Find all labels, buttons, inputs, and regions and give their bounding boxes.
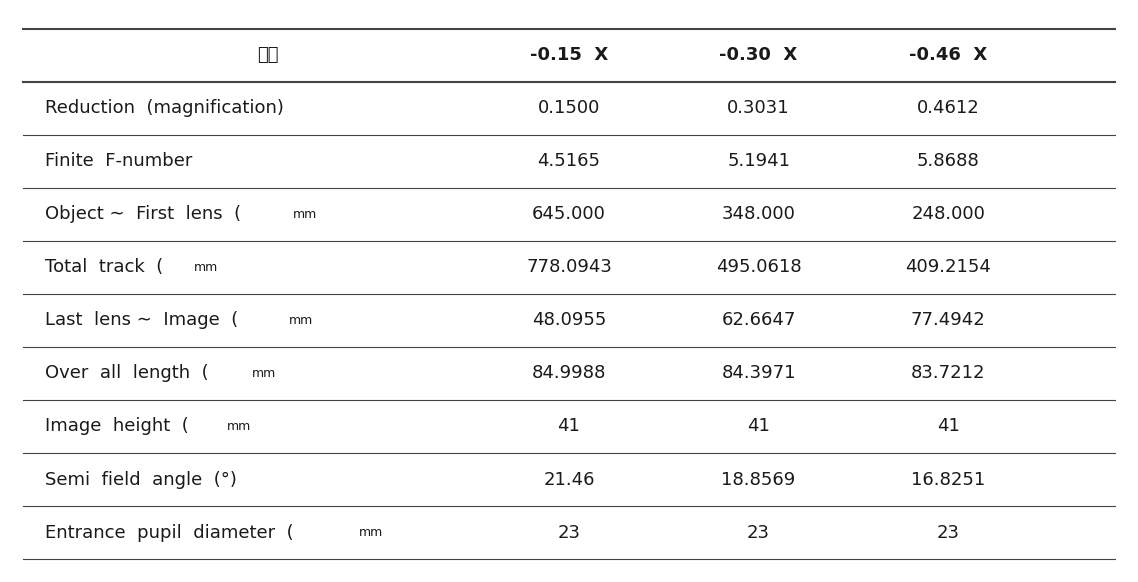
Text: 0.4612: 0.4612 (917, 99, 980, 117)
Text: 48.0955: 48.0955 (531, 311, 607, 329)
Text: mm: mm (292, 208, 318, 221)
Text: 41: 41 (937, 417, 959, 435)
Text: Finite  F-number: Finite F-number (44, 152, 192, 171)
Text: 0.1500: 0.1500 (538, 99, 600, 117)
Text: Semi  field  angle  (°): Semi field angle (°) (44, 470, 237, 488)
Text: 645.000: 645.000 (533, 205, 605, 223)
Text: mm: mm (289, 314, 313, 327)
Text: 0.3031: 0.3031 (727, 99, 790, 117)
Text: 248.000: 248.000 (912, 205, 986, 223)
Text: 5.8688: 5.8688 (917, 152, 980, 171)
Text: 배율: 배율 (257, 46, 279, 64)
Text: Object ∼  First  lens  (: Object ∼ First lens ( (44, 205, 241, 223)
Text: 16.8251: 16.8251 (912, 470, 986, 488)
Text: 23: 23 (558, 524, 580, 541)
Text: Image  height  (: Image height ( (44, 417, 189, 435)
Text: Total  track  (: Total track ( (44, 258, 163, 276)
Text: mm: mm (195, 261, 218, 274)
Text: 409.2154: 409.2154 (905, 258, 991, 276)
Text: Entrance  pupil  diameter  (: Entrance pupil diameter ( (44, 524, 294, 541)
Text: 77.4942: 77.4942 (910, 311, 986, 329)
Text: 83.7212: 83.7212 (910, 364, 986, 382)
Text: 41: 41 (748, 417, 770, 435)
Text: mm: mm (251, 367, 277, 380)
Text: 18.8569: 18.8569 (721, 470, 795, 488)
Text: -0.46  X: -0.46 X (909, 46, 988, 64)
Text: mm: mm (360, 526, 384, 539)
Text: 348.000: 348.000 (721, 205, 795, 223)
Text: mm: mm (226, 420, 250, 433)
Text: 21.46: 21.46 (543, 470, 595, 488)
Text: Reduction  (magnification): Reduction (magnification) (44, 99, 283, 117)
Text: 23: 23 (937, 524, 959, 541)
Text: -0.15  X: -0.15 X (530, 46, 608, 64)
Text: 23: 23 (747, 524, 770, 541)
Text: 778.0943: 778.0943 (526, 258, 612, 276)
Text: Over  all  length  (: Over all length ( (44, 364, 208, 382)
Text: 4.5165: 4.5165 (537, 152, 601, 171)
Text: 62.6647: 62.6647 (721, 311, 795, 329)
Text: 84.9988: 84.9988 (531, 364, 607, 382)
Text: 41: 41 (558, 417, 580, 435)
Text: 5.1941: 5.1941 (727, 152, 790, 171)
Text: -0.30  X: -0.30 X (719, 46, 798, 64)
Text: 84.3971: 84.3971 (721, 364, 795, 382)
Text: 495.0618: 495.0618 (716, 258, 801, 276)
Text: Last  lens ∼  Image  (: Last lens ∼ Image ( (44, 311, 238, 329)
